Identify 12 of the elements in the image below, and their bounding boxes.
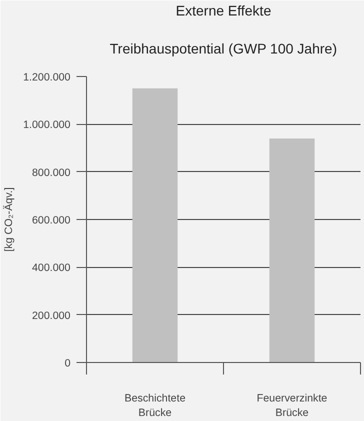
chart-title: Externe Effekte [176, 2, 272, 18]
y-tick-label: 1.200.000 [23, 72, 71, 84]
y-tick-label: 200.000 [32, 310, 71, 322]
y-tick-label: 0 [64, 358, 71, 370]
y-tick-label: 800.000 [32, 166, 71, 179]
x-tick-label: Feuerverzinkte Brücke [256, 392, 328, 419]
chart-subtitle: Treibhauspotential (GWP 100 Jahre) [110, 40, 337, 56]
y-tick-label: 400.000 [32, 262, 71, 274]
y-tick-label: 1.000.000 [23, 119, 71, 132]
y-tick-label: 600.000 [32, 214, 71, 226]
y-axis-title: [kg CO₂-Äqv.] [3, 187, 16, 252]
x-tick-label: Beschichtete Brücke [124, 392, 186, 419]
